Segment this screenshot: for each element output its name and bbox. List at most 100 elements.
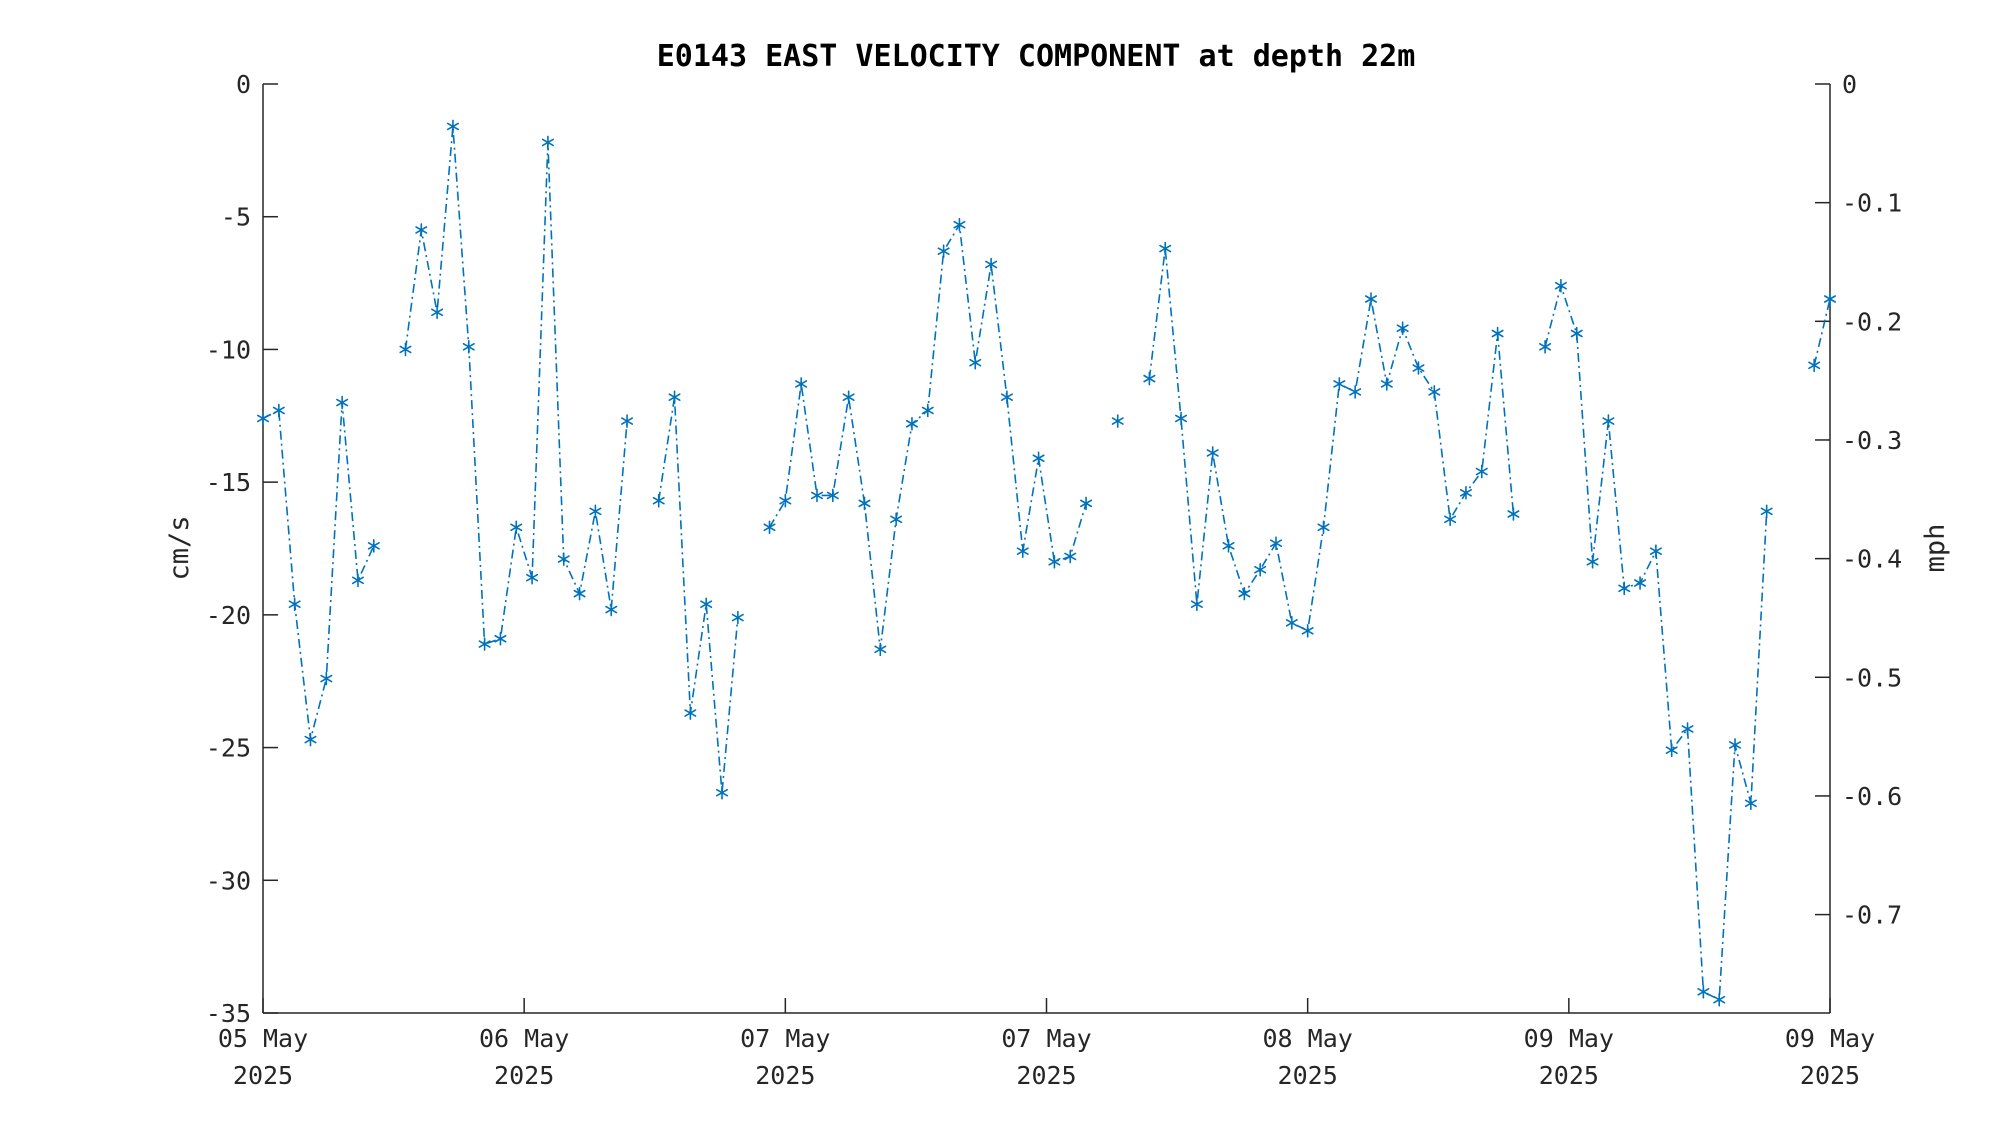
x-tick-label-year: 2025 [755,1061,815,1090]
data-point [621,414,634,428]
y-tick-label-right: -0.7 [1842,901,1902,930]
x-tick-label-date: 08 May [1263,1024,1353,1053]
data-point [1364,292,1377,306]
series-line [1813,298,1831,366]
data-point [1175,411,1188,426]
data-point [1713,992,1726,1007]
y-tick-label-right: -0.5 [1842,663,1902,692]
data-point [462,339,475,354]
data-point [1349,385,1362,399]
data-point [810,488,824,503]
data-point [700,597,713,612]
data-point [985,257,998,272]
data-point [320,671,333,686]
data-point [1206,446,1219,460]
y-tick-label-left: -15 [206,468,251,497]
x-tick-label-date: 09 May [1785,1024,1875,1053]
data-point [272,403,285,418]
data-point [1729,738,1742,752]
axes [262,84,1831,1014]
data-point [1760,504,1773,519]
x-tick-label-date: 07 May [1001,1024,1091,1053]
data-point [288,597,301,612]
y-tick-label-right: 0 [1842,70,1857,99]
data-point [415,223,428,237]
x-tick-label-year: 2025 [1016,1061,1076,1090]
data-point [1444,512,1457,527]
data-point [1665,743,1678,758]
data-point [336,395,349,410]
x-tick-label-year: 2025 [1278,1061,1338,1090]
data-point [526,570,539,585]
data-point [399,342,412,357]
data-point [1032,451,1045,466]
data-point [431,305,444,320]
data-point [1048,554,1061,569]
data-point [969,355,982,370]
series-line [262,402,375,740]
x-tick-label-date: 05 May [218,1024,308,1053]
series-line [404,126,628,646]
data-point [494,631,507,646]
data-point [256,411,270,426]
data-point [1111,414,1124,428]
data-point [557,552,570,566]
data-point [731,610,744,625]
data-point [1333,377,1346,391]
data-point [921,403,934,418]
x-tick-label-date: 07 May [740,1024,830,1053]
data-point [890,512,903,527]
data-point [1459,485,1472,500]
data-point [304,732,317,747]
data-point [1697,984,1710,999]
data-point [1016,544,1029,558]
x-tick-label-year: 2025 [233,1061,293,1090]
data-point [652,493,665,508]
data-point [1301,623,1314,638]
x-tick-label-year: 2025 [494,1061,554,1090]
data-point [953,217,966,232]
data-point [1586,554,1599,569]
series-line [657,397,739,793]
data-point [842,390,855,405]
series-line [1544,282,1768,1001]
y-tick-label-left: -35 [206,999,251,1028]
data-point [1000,390,1013,405]
y-axis-label-right: mph [1920,524,1951,573]
data-point [1190,597,1203,612]
data-point [1570,326,1583,341]
data-point [826,488,839,503]
data-point [779,493,792,508]
x-tick-label-year: 2025 [1539,1061,1599,1090]
data-point [1823,292,1837,306]
y-tick-label-right: -0.3 [1842,426,1902,455]
data-point [367,539,380,553]
data-point [937,244,950,259]
data-point [1507,507,1520,521]
data-point [1681,722,1694,736]
series-line [1148,248,1515,633]
y-tick-label-left: -20 [206,601,251,630]
data-point [795,377,808,391]
series-east-velocity [256,119,1837,1007]
data-point [478,637,491,651]
data-point [684,706,697,720]
data-point [1649,544,1662,558]
x-tick-label-date: 09 May [1524,1024,1614,1053]
y-tick-label-right: -0.2 [1842,307,1902,336]
data-point [668,390,681,405]
data-point [1143,371,1156,386]
data-point [905,416,918,431]
data-point [1602,414,1615,428]
data-point [589,504,602,519]
data-point [1744,796,1757,811]
y-tick-label-left: 0 [236,70,251,99]
data-point [605,602,618,617]
data-point [1634,576,1647,590]
data-point [1475,464,1488,479]
y-axis-label-left: cm/s [164,515,195,580]
data-point [1317,520,1330,535]
data-point [351,573,364,588]
data-point [1380,377,1393,391]
y-tick-label-left: -25 [206,734,251,763]
